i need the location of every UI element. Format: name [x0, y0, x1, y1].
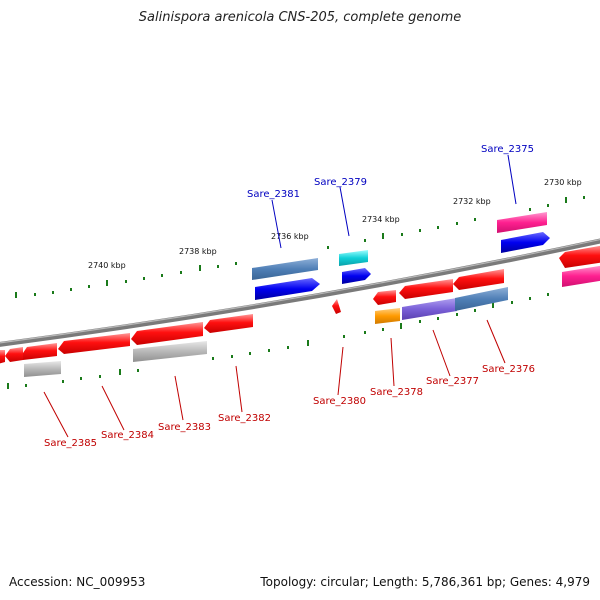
genome-backbone [0, 238, 600, 347]
genome-backbone-highlight [0, 238, 600, 344]
gene-arrow-gray [24, 361, 61, 377]
gene-label-bottom[interactable]: Sare_2380 [313, 396, 366, 407]
accession-text: Accession: NC_009953 [9, 575, 146, 589]
map-title: Salinispora arenicola CNS-205, complete … [138, 10, 462, 25]
gene-label-bottom[interactable]: Sare_2384 [101, 430, 154, 441]
gene-arrow-red [0, 350, 5, 364]
gene-arrow-red [5, 347, 23, 362]
gene-arrows-bottom-lane2 [24, 287, 508, 377]
gene-label-top[interactable]: Sare_2375 [481, 144, 534, 155]
gene-arrow-red [332, 299, 341, 314]
gene-arrow-red [58, 333, 130, 354]
gene-arrow-red [23, 343, 57, 360]
gene-label-top[interactable]: Sare_2379 [314, 177, 367, 188]
gene-arrow-steel [252, 258, 318, 280]
gene-arrow-purple [402, 298, 457, 320]
gene-arrow-cyan [339, 250, 368, 266]
outer-tick-ring [15, 196, 585, 298]
scale-label: 2732 kbp [453, 197, 491, 206]
gene-arrow-blue [255, 278, 320, 300]
gene-label-bottom[interactable]: Sare_2377 [426, 376, 479, 387]
gene-arrow-red-edge [559, 245, 600, 268]
gene-label-bottom[interactable]: Sare_2378 [370, 387, 423, 398]
gene-label-bottom[interactable]: Sare_2383 [158, 422, 211, 433]
gene-arrow-red [453, 269, 504, 290]
scale-label: 2740 kbp [88, 261, 126, 270]
gene-label-bottom[interactable]: Sare_2382 [218, 413, 271, 424]
scale-label: 2736 kbp [271, 232, 309, 241]
gene-arrow-orange [375, 308, 400, 324]
leader-lines-bottom [43, 319, 506, 438]
gene-arrow-red [373, 290, 396, 305]
gene-arrows-upper [252, 212, 600, 287]
gene-arrow-blue [501, 232, 550, 253]
gene-label-top[interactable]: Sare_2381 [247, 189, 300, 200]
gene-arrow-steel [455, 287, 508, 311]
scale-label: 2734 kbp [362, 215, 400, 224]
gene-arrow-red [204, 314, 253, 333]
gene-label-bottom[interactable]: Sare_2376 [482, 364, 535, 375]
leader-lines-top [271, 154, 517, 249]
gene-arrow-gray [133, 341, 207, 362]
genome-summary-text: Topology: circular; Length: 5,786,361 bp… [260, 575, 590, 589]
inner-tick-ring [7, 293, 549, 389]
gene-arrow-blue [342, 268, 371, 284]
scale-label: 2730 kbp [544, 178, 582, 187]
gene-arrow-red [131, 322, 203, 345]
scale-label: 2738 kbp [179, 247, 217, 256]
gene-label-bottom[interactable]: Sare_2385 [44, 438, 97, 449]
gene-arrow-magenta-edge [562, 265, 600, 287]
gene-arrow-magenta [497, 212, 547, 233]
gene-arrow-red [399, 279, 453, 299]
gene-arrows-bottom-lane1 [0, 269, 504, 364]
gene-arrows-top-lower [255, 232, 550, 300]
